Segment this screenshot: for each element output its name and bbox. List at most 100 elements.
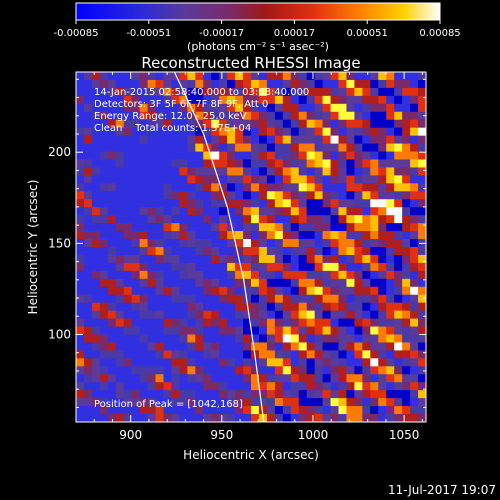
y-tick-label: 150 — [48, 236, 71, 250]
heatmap-cell — [354, 215, 363, 224]
heatmap-cell — [83, 398, 93, 407]
heatmap-cell — [115, 270, 125, 280]
heatmap-cell — [83, 223, 93, 232]
heatmap-cell — [298, 95, 308, 105]
heatmap-cell — [131, 199, 141, 208]
heatmap-cell — [274, 119, 284, 129]
heatmap-cell — [139, 334, 149, 344]
heatmap-cell — [258, 143, 268, 153]
heatmap-cell — [227, 254, 236, 264]
heatmap-cell — [131, 270, 141, 280]
heatmap-cell — [274, 358, 284, 367]
heatmap-cell — [298, 103, 308, 113]
heatmap-cell — [251, 398, 260, 407]
heatmap-cell — [394, 111, 403, 121]
heatmap-cell — [203, 414, 212, 422]
heatmap-cell — [251, 135, 260, 145]
heatmap-cell — [306, 239, 316, 248]
heatmap-cell — [418, 294, 426, 304]
heatmap-cell — [179, 111, 188, 121]
heatmap-cell — [163, 398, 173, 407]
heatmap-cell — [402, 183, 411, 192]
heatmap-cell — [227, 398, 236, 407]
heatmap-cell — [402, 326, 411, 336]
heatmap-cell — [338, 262, 348, 272]
heatmap-cell — [76, 95, 85, 105]
heatmap-cell — [99, 159, 109, 169]
heatmap-cell — [394, 87, 403, 97]
heatmap-cell — [171, 127, 180, 137]
heatmap-cell — [338, 414, 348, 422]
heatmap-cell — [290, 326, 300, 336]
heatmap-cell — [91, 191, 101, 200]
heatmap-cell — [179, 159, 188, 169]
heatmap-cell — [378, 342, 387, 351]
heatmap-cell — [306, 270, 316, 280]
heatmap-cell — [322, 318, 332, 328]
heatmap-cell — [266, 302, 276, 312]
heatmap-cell — [83, 390, 93, 399]
heatmap-cell — [314, 207, 324, 216]
heatmap-cell — [139, 103, 149, 113]
heatmap-cell — [314, 270, 324, 280]
heatmap-cell — [187, 294, 196, 304]
heatmap-cell — [187, 366, 196, 375]
heatmap-cell — [290, 262, 300, 272]
heatmap-cell — [282, 334, 292, 344]
heatmap-cell — [195, 350, 204, 359]
heatmap-cell — [362, 103, 371, 113]
heatmap-cell — [243, 414, 252, 422]
heatmap-cell — [251, 262, 260, 272]
heatmap-cell — [227, 103, 236, 113]
heatmap-cell — [107, 342, 117, 351]
heatmap-cell — [203, 72, 212, 81]
heatmap-cell — [243, 207, 252, 216]
heatmap-cell — [91, 127, 101, 137]
heatmap-cell — [155, 278, 165, 288]
heatmap-cell — [76, 207, 85, 216]
heatmap-cell — [211, 398, 220, 407]
heatmap-cell — [195, 374, 204, 383]
heatmap-cell — [99, 79, 109, 89]
heatmap-cell — [298, 254, 308, 264]
heatmap-cell — [235, 302, 244, 312]
heatmap-cell — [155, 366, 165, 375]
heatmap-cell — [147, 294, 157, 304]
colorbar-tick-labels: -0.00085 -0.00051 -0.00017 0.00017 0.00051 0.… — [54, 28, 461, 39]
heatmap-cell — [298, 318, 308, 328]
heatmap-cell — [354, 318, 363, 328]
heatmap-cell — [91, 398, 101, 407]
heatmap-cell — [362, 223, 371, 232]
heatmap-cell — [91, 87, 101, 97]
heatmap-cell — [386, 247, 395, 256]
heatmap-cell — [171, 294, 180, 304]
heatmap-cell — [418, 87, 426, 97]
heatmap-cell — [386, 72, 395, 81]
heatmap-cell — [378, 302, 387, 312]
heatmap-cell — [290, 247, 300, 256]
heatmap-cell — [330, 262, 340, 272]
heatmap-cell — [274, 334, 284, 344]
heatmap-cell — [195, 382, 204, 391]
heatmap-cell — [306, 183, 316, 192]
heatmap-cell — [235, 278, 244, 288]
heatmap-cell — [410, 95, 419, 105]
heatmap-cell — [235, 111, 244, 121]
heatmap-cell — [155, 326, 165, 336]
heatmap-cell — [163, 342, 173, 351]
heatmap-cell — [370, 326, 379, 336]
heatmap-cell — [123, 382, 133, 391]
heatmap-cell — [418, 151, 426, 161]
heatmap-cell — [330, 183, 340, 192]
heatmap-cell — [258, 310, 268, 320]
heatmap-cell — [83, 302, 93, 312]
heatmap-cell — [274, 167, 284, 176]
heatmap-cell — [330, 398, 340, 407]
heatmap-cell — [131, 294, 141, 304]
heatmap-cell — [362, 135, 371, 145]
heatmap-cell — [163, 382, 173, 391]
heatmap-cell — [235, 247, 244, 256]
heatmap-cell — [91, 119, 101, 129]
heatmap-cell — [274, 79, 284, 89]
heatmap-cell — [251, 231, 260, 240]
